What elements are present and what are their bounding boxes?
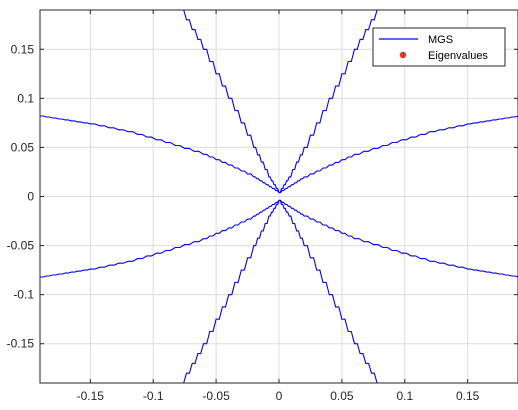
- legend-label-eigenvalues: Eigenvalues: [428, 50, 488, 62]
- x-tick-label: 0.15: [456, 389, 480, 403]
- x-tick-label: -0.1: [143, 389, 164, 403]
- plot-series: [40, 9, 518, 384]
- legend: MGS Eigenvalues: [372, 27, 506, 67]
- y-tick-label: 0.05: [11, 140, 35, 154]
- y-tick-label: 0.1: [17, 91, 34, 105]
- x-tick-label: 0.1: [396, 389, 413, 403]
- mgs-series-line-3: [180, 199, 378, 384]
- legend-label-mgs: MGS: [428, 34, 453, 46]
- y-tick-label: 0.15: [11, 42, 35, 56]
- y-tick-label: -0.15: [7, 337, 35, 351]
- legend-box: [372, 27, 506, 67]
- y-tick-label: -0.05: [7, 239, 35, 253]
- x-tick-label: -0.15: [77, 389, 105, 403]
- y-tick-label: 0: [27, 190, 34, 204]
- mgs-series-line-2: [180, 9, 378, 194]
- x-tick-label: -0.05: [202, 389, 230, 403]
- x-tick-label: 0.05: [330, 389, 354, 403]
- legend-dot-eigenvalues: [399, 51, 407, 59]
- axis-ticks: -0.15 -0.1 -0.05 0 0.05 0.1 0.15 0.15 0.1 0.05 0 -0…: [7, 10, 518, 403]
- y-tick-label: -0.1: [13, 288, 34, 302]
- x-tick-label: 0: [276, 389, 283, 403]
